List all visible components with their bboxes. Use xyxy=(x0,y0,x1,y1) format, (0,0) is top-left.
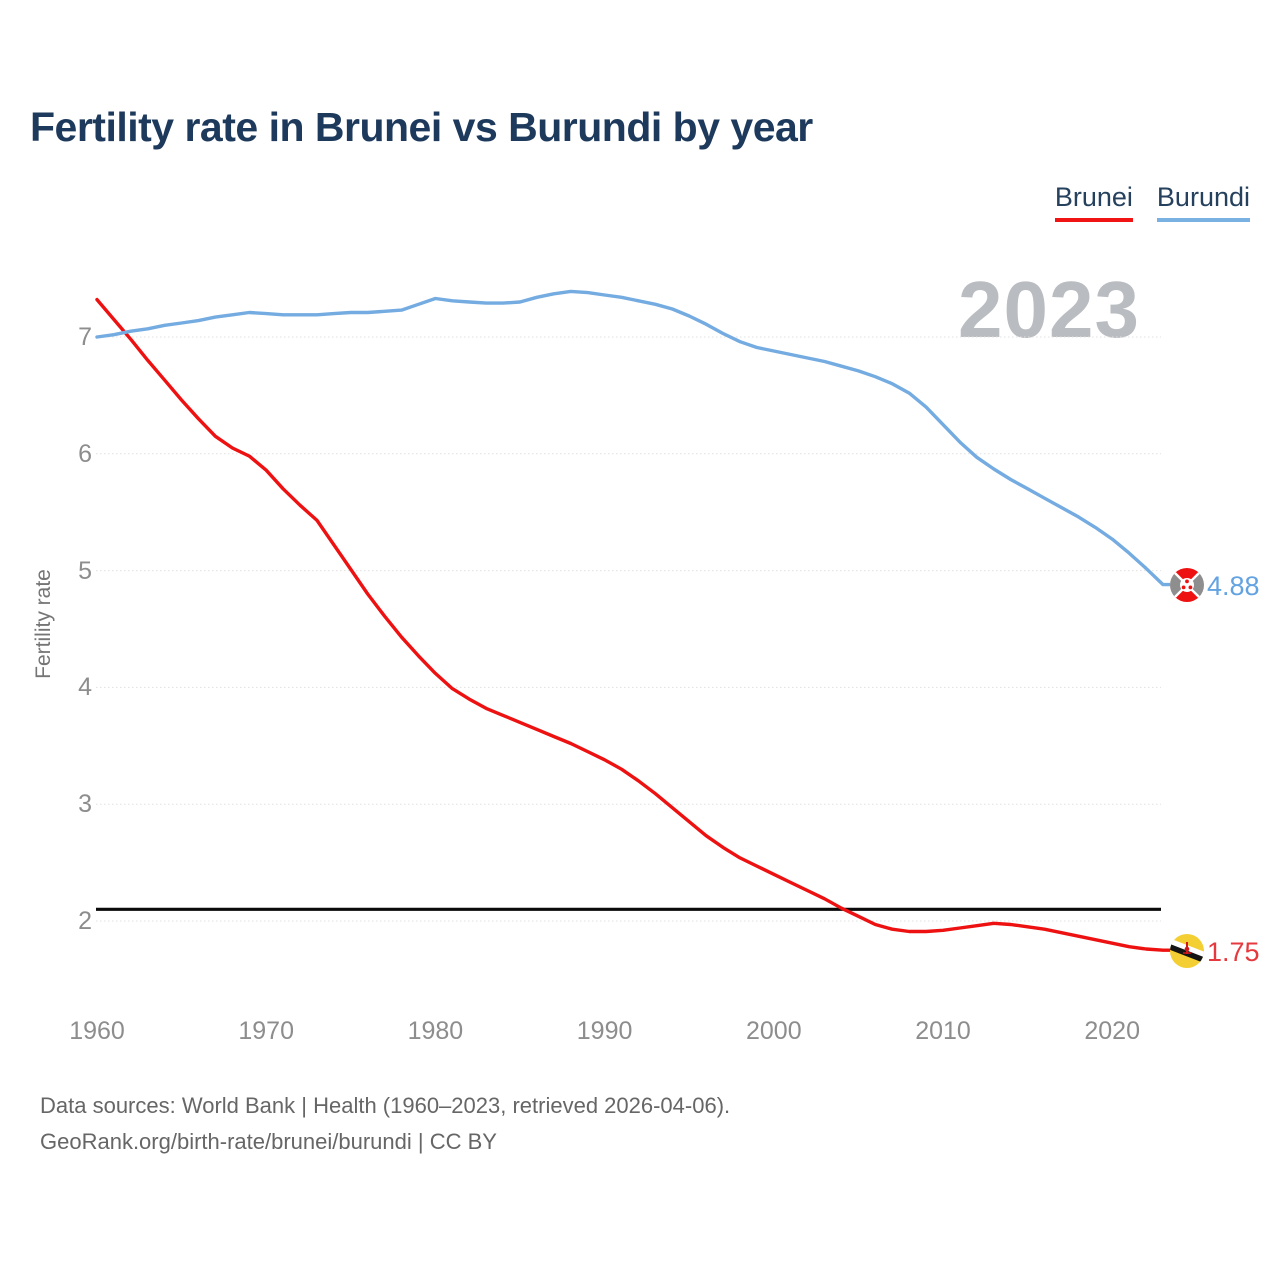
x-tick-1980: 1980 xyxy=(407,1017,464,1045)
brunei-end-value: 1.75 xyxy=(1207,937,1260,967)
x-tick-2020: 2020 xyxy=(1084,1017,1140,1045)
gridlines xyxy=(96,336,1161,922)
footer: Data sources: World Bank | Health (1960–… xyxy=(40,1088,730,1160)
footer-sources: Data sources: World Bank | Health (1960–… xyxy=(40,1093,731,1118)
x-tick-2010: 2010 xyxy=(915,1017,971,1045)
burundi-flag-icon xyxy=(1170,568,1204,602)
series-line-brunei xyxy=(95,297,1175,952)
footer-attribution: GeoRank.org/birth-rate/brunei/burundi | … xyxy=(40,1129,497,1155)
y-tick-4: 4 xyxy=(78,673,92,702)
y-tick-2: 2 xyxy=(78,907,92,935)
y-tick-5: 5 xyxy=(78,556,92,585)
x-tick-1960: 1960 xyxy=(69,1017,125,1045)
x-tick-1970: 1970 xyxy=(238,1017,294,1045)
y-tick-6: 6 xyxy=(78,439,92,468)
legend-item-brunei[interactable]: Brunei xyxy=(1054,182,1133,222)
year-watermark: 2023 xyxy=(958,265,1140,354)
x-tick-2000: 2000 xyxy=(745,1017,802,1045)
y-tick-3: 3 xyxy=(78,790,92,819)
burundi-end-value: 4.88 xyxy=(1207,571,1260,601)
x-tick-1990: 1990 xyxy=(576,1017,633,1045)
y-tick-7: 7 xyxy=(78,323,92,351)
series-lines xyxy=(95,289,1175,952)
brunei-flag-icon xyxy=(1170,934,1204,968)
legend-item-burundi[interactable]: Burundi xyxy=(1156,182,1250,222)
page-title: Fertility rate in Brunei vs Burundi by y… xyxy=(30,104,813,150)
legend: Brunei Burundi xyxy=(1054,182,1250,222)
series-line-burundi xyxy=(95,289,1175,587)
